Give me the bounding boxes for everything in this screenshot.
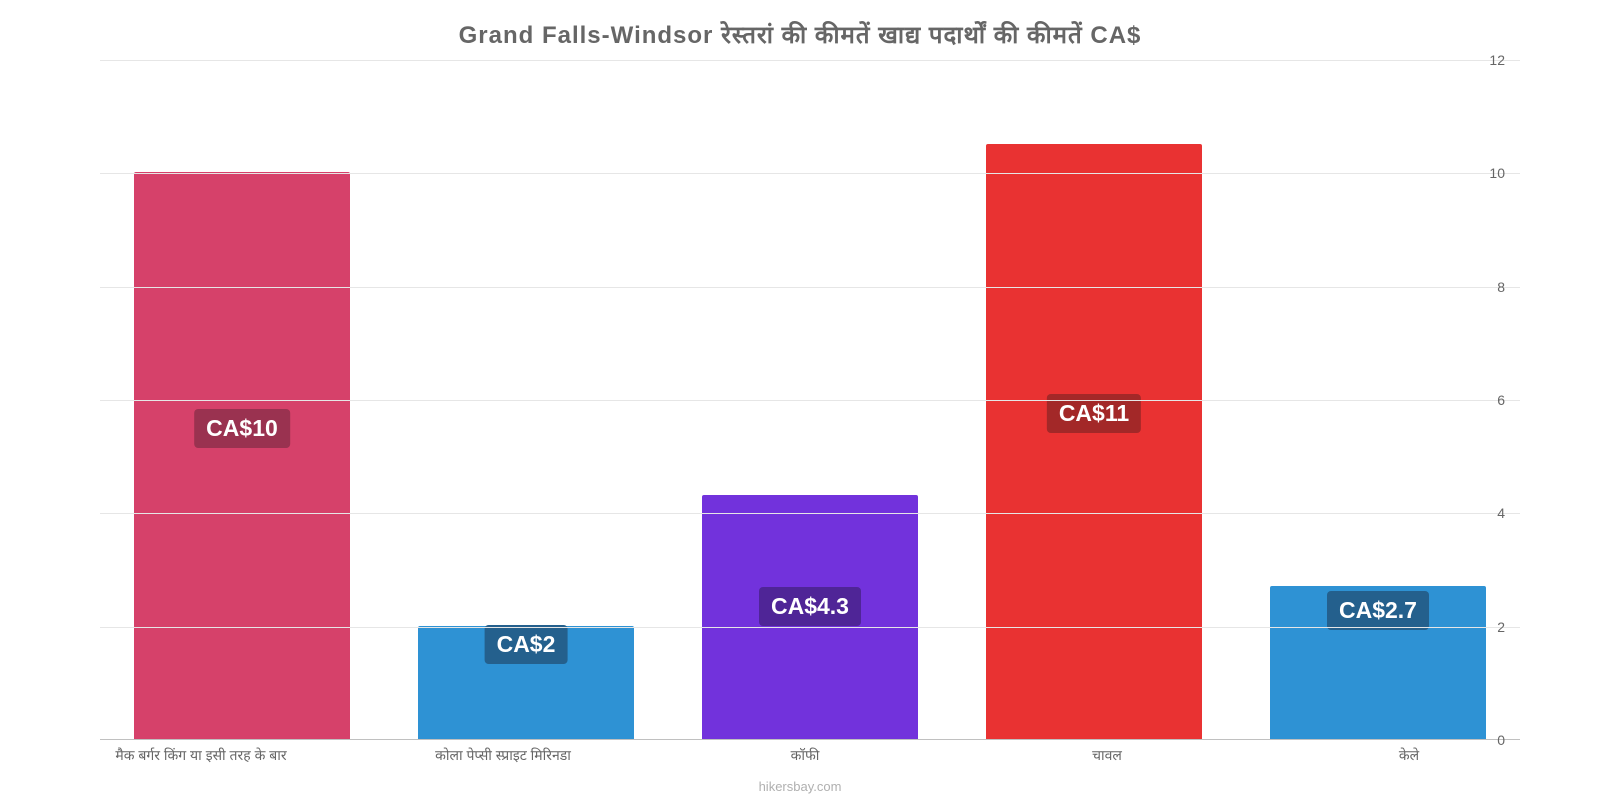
y-tick-label: 6 xyxy=(1497,392,1505,408)
y-tick-label: 4 xyxy=(1497,505,1505,521)
x-axis-label: केले xyxy=(1258,740,1560,765)
bar-slot: CA$10 xyxy=(100,172,384,739)
bar: CA$4.3 xyxy=(702,495,918,739)
bar-slot: CA$4.3 xyxy=(668,495,952,739)
bar-slot: CA$2 xyxy=(384,626,668,739)
y-tick-label: 12 xyxy=(1489,52,1505,68)
bar: CA$2 xyxy=(418,626,634,739)
x-axis-label: कॉफी xyxy=(654,740,956,765)
y-tick-label: 10 xyxy=(1489,165,1505,181)
x-axis-labels: मैक बर्गर किंग या इसी तरह के बारकोला पेप… xyxy=(50,740,1560,765)
y-tick-label: 2 xyxy=(1497,619,1505,635)
bar-value-label: CA$2.7 xyxy=(1327,591,1429,630)
bar-slot: CA$2.7 xyxy=(1236,586,1520,739)
plot-area: CA$10CA$2CA$4.3CA$11CA$2.7 024681012 xyxy=(50,60,1560,740)
bar-value-label: CA$4.3 xyxy=(759,587,861,626)
grid-line xyxy=(100,627,1520,628)
grid-line xyxy=(100,287,1520,288)
chart-title: Grand Falls-Windsor रेस्तरां की कीमतें ख… xyxy=(0,0,1600,51)
attribution-text: hikersbay.com xyxy=(0,779,1600,794)
x-axis-label: चावल xyxy=(956,740,1258,765)
y-tick-label: 8 xyxy=(1497,279,1505,295)
bar: CA$10 xyxy=(134,172,350,739)
bar-slot: CA$11 xyxy=(952,144,1236,739)
bar: CA$11 xyxy=(986,144,1202,739)
grid-line xyxy=(100,173,1520,174)
x-axis-label: कोला पेप्सी स्प्राइट मिरिनडा xyxy=(352,740,654,765)
grid-line xyxy=(100,400,1520,401)
grid-line xyxy=(100,60,1520,61)
bar: CA$2.7 xyxy=(1270,586,1486,739)
grid-line xyxy=(100,513,1520,514)
bar-value-label: CA$10 xyxy=(194,409,290,448)
bar-value-label: CA$2 xyxy=(485,625,568,664)
x-axis-label: मैक बर्गर किंग या इसी तरह के बार xyxy=(50,740,352,765)
chart-container: Grand Falls-Windsor रेस्तरां की कीमतें ख… xyxy=(0,0,1600,800)
